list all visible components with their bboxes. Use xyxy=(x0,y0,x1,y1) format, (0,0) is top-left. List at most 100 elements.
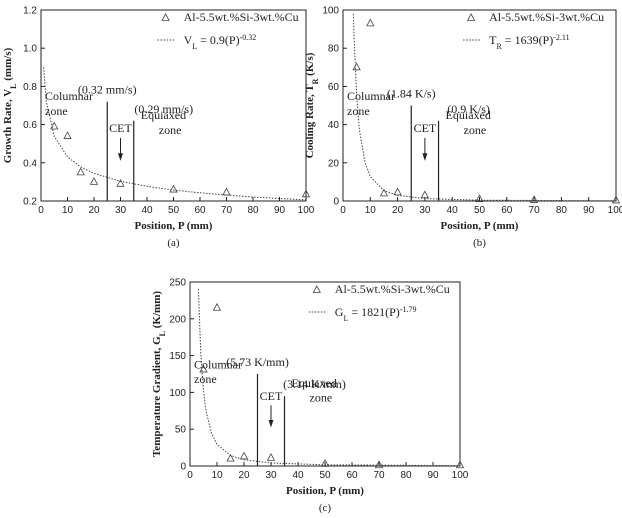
data-point xyxy=(199,364,208,373)
columnar-label: zone xyxy=(194,372,217,386)
cet-value: (1.84 K/s) xyxy=(387,87,436,101)
legend-label: Al-5.5wt.%Si-3wt.%Cu xyxy=(489,10,604,24)
x-tick-label: 20 xyxy=(88,205,100,216)
data-point xyxy=(226,453,235,462)
fit-line xyxy=(197,289,461,467)
x-axis-title: Position, P (mm) xyxy=(135,220,213,232)
data-point xyxy=(116,178,125,187)
y-axis-title: Cooling Rate, TR (K/s) xyxy=(304,52,320,158)
x-tick-label: 50 xyxy=(168,205,180,216)
x-axis-title: Position, P (mm) xyxy=(441,220,519,232)
y-tick-label: 20 xyxy=(328,158,340,169)
cet-label: CET xyxy=(414,121,437,135)
equiaxed-label: zone xyxy=(159,123,182,137)
legend-marker xyxy=(161,13,170,21)
panel-label: (b) xyxy=(473,237,486,249)
x-tick-label: 70 xyxy=(373,470,385,481)
y-tick-label: 0.6 xyxy=(23,120,37,131)
equiaxed-label: zone xyxy=(310,391,333,405)
data-point xyxy=(475,194,484,202)
equiaxed-label: zone xyxy=(464,123,487,137)
data-point xyxy=(89,177,99,185)
data-point xyxy=(366,18,375,27)
data-point xyxy=(301,189,311,198)
data-point xyxy=(529,195,539,203)
x-tick-label: 10 xyxy=(365,205,377,216)
fit-line xyxy=(352,13,617,202)
y-tick-label: 1.2 xyxy=(23,6,37,17)
x-tick-label: 80 xyxy=(400,470,412,481)
cet-value: (0.32 mm/s) xyxy=(78,83,137,97)
legend-label: Al-5.5wt.%Si-3wt.%Cu xyxy=(184,10,299,24)
fit-line xyxy=(43,67,307,201)
y-tick-label: 50 xyxy=(175,425,187,436)
legend-label: VL = 0.9(P)-0.32 xyxy=(184,33,257,51)
legend-label: TR = 1639(P)-2.11 xyxy=(489,33,570,51)
legend-label-part: -2.11 xyxy=(553,33,569,42)
y-tick-label: 1.0 xyxy=(23,44,37,55)
cet-arrow-head xyxy=(268,420,274,428)
data-point xyxy=(455,460,465,469)
columnar-label: zone xyxy=(347,104,370,118)
x-axis-title: Position, P (mm) xyxy=(286,485,364,497)
equiaxed-label: Equiaxed xyxy=(141,108,186,122)
y-axis-title-part: L xyxy=(158,331,167,336)
y-axis-title-part: R xyxy=(311,78,320,84)
data-point xyxy=(50,121,59,130)
cet-value: (5.73 K/mm) xyxy=(226,355,289,369)
data-point xyxy=(212,302,222,311)
y-tick-label: 0.8 xyxy=(23,82,37,93)
y-tick-label: 0 xyxy=(333,197,339,208)
data-point xyxy=(76,167,85,176)
plot-frame xyxy=(189,281,461,467)
x-tick-label: 30 xyxy=(115,205,127,216)
y-axis-title-part: (mm/s) xyxy=(2,47,14,83)
x-tick-label: 10 xyxy=(211,470,223,481)
panel-label: (c) xyxy=(319,502,332,514)
x-tick-label: 30 xyxy=(419,205,431,216)
panel-label: (a) xyxy=(167,237,180,249)
x-tick-label: 40 xyxy=(141,205,153,216)
x-tick-label: 40 xyxy=(447,205,459,216)
y-tick-label: 0 xyxy=(180,462,186,473)
y-axis-title-part: Temperature Gradient, G xyxy=(151,336,163,457)
legend-marker xyxy=(312,285,321,293)
data-point xyxy=(393,187,402,196)
legend-marker xyxy=(466,13,476,21)
x-tick-label: 10 xyxy=(62,205,74,216)
y-tick-label: 60 xyxy=(328,82,340,93)
x-tick-label: 100 xyxy=(452,470,469,481)
data-point xyxy=(379,188,389,197)
x-tick-label: 100 xyxy=(298,205,315,216)
x-tick-label: 80 xyxy=(556,205,568,216)
legend-label: Al-5.5wt.%Si-3wt.%Cu xyxy=(335,282,450,296)
y-axis-title-part: Growth Rate, V xyxy=(2,89,14,164)
columnar-label: Columnar xyxy=(45,89,93,103)
x-tick-label: 90 xyxy=(427,470,439,481)
cet-label: CET xyxy=(260,389,283,403)
legend-label-part: = 0.9(P) xyxy=(197,33,239,47)
y-axis-title-part: (K/mm) xyxy=(151,291,163,331)
cet-label: CET xyxy=(109,121,132,135)
data-point xyxy=(222,187,231,196)
data-point xyxy=(611,195,621,204)
y-axis-title-part: (K/s) xyxy=(304,52,316,78)
columnar-label: zone xyxy=(45,104,68,118)
y-axis-title-part: L xyxy=(9,83,18,88)
legend-label-part: L xyxy=(343,314,348,323)
x-tick-label: 20 xyxy=(392,205,404,216)
data-point xyxy=(352,62,361,71)
x-tick-label: 70 xyxy=(529,205,541,216)
data-point xyxy=(63,131,72,139)
cet-arrow-head xyxy=(118,153,123,161)
data-point xyxy=(420,190,430,199)
y-tick-label: 0.4 xyxy=(23,158,37,169)
data-point xyxy=(320,458,330,467)
columnar-label: Columnar xyxy=(347,89,395,103)
legend-label-part: L xyxy=(192,42,197,51)
equiaxed-label: Equiaxed xyxy=(446,108,491,122)
y-axis-title: Growth Rate, VL (mm/s) xyxy=(2,47,18,163)
x-tick-label: 70 xyxy=(221,205,233,216)
legend-label-part: G xyxy=(335,305,344,319)
